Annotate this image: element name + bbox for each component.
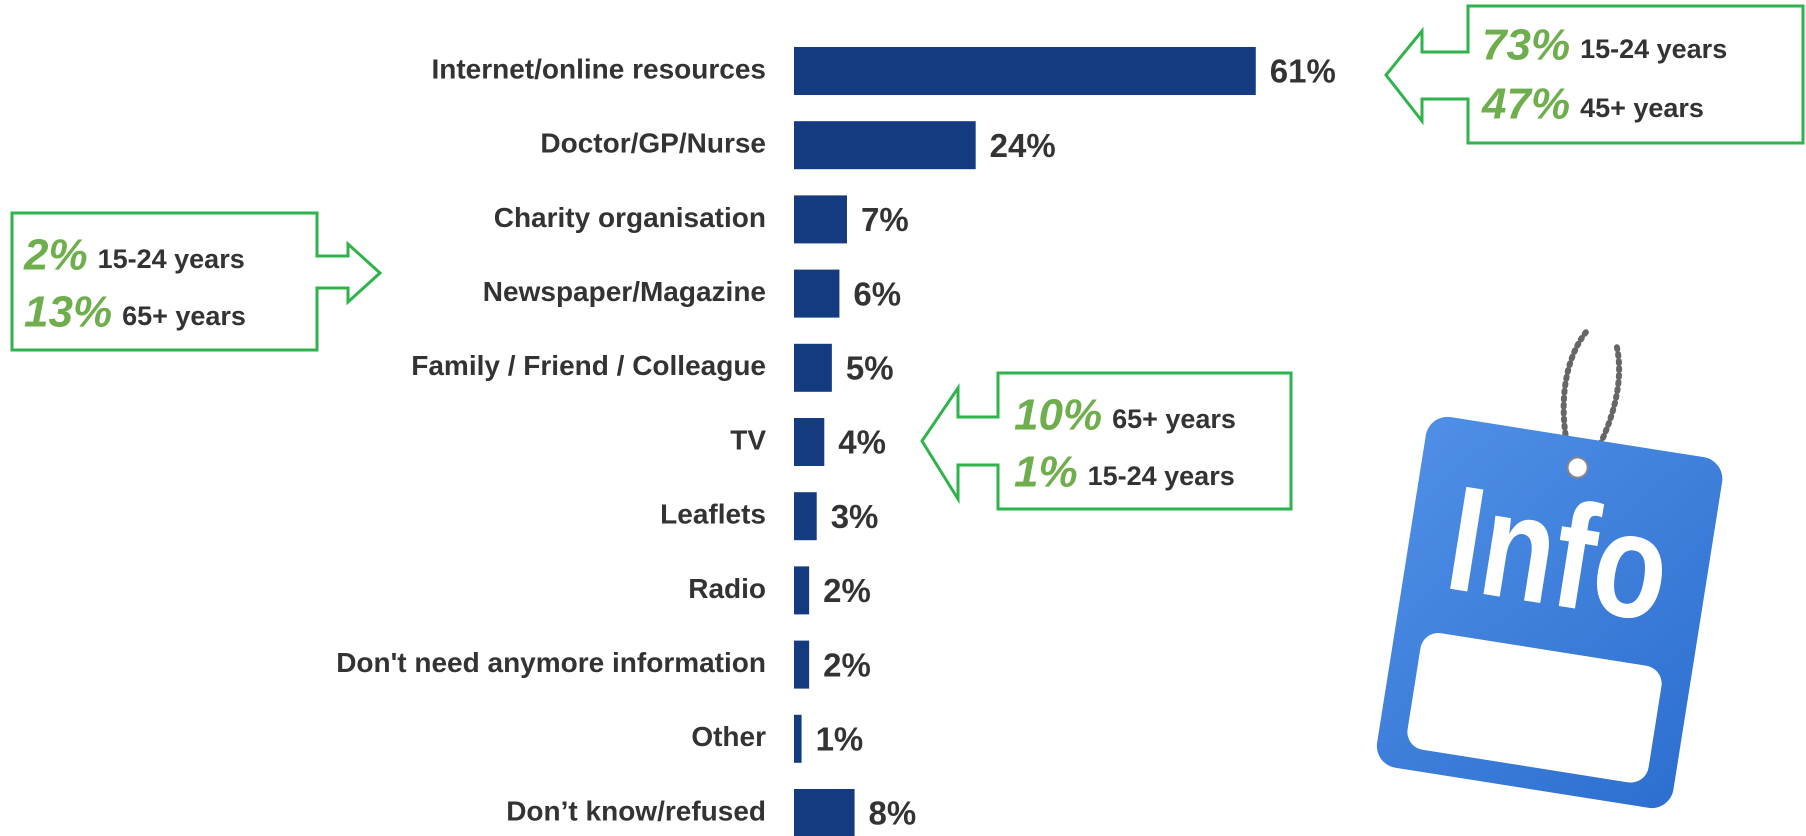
callout-value: 13%	[24, 288, 112, 337]
bar	[794, 715, 802, 763]
bar	[794, 789, 855, 836]
category-label: TV	[730, 424, 766, 455]
category-label: Radio	[688, 573, 766, 604]
info-tag: Info	[1374, 310, 1742, 811]
callout-value: 73%	[1482, 21, 1570, 70]
value-label: 8%	[869, 795, 917, 832]
category-label: Charity organisation	[494, 202, 766, 233]
callout-group: 15-24 years	[98, 244, 245, 274]
category-label: Doctor/GP/Nurse	[540, 128, 766, 159]
value-label: 2%	[823, 572, 871, 609]
category-label: Internet/online resources	[431, 53, 766, 84]
value-label: 2%	[823, 646, 871, 683]
callout-value: 2%	[23, 231, 88, 280]
callout-group: 65+ years	[1112, 404, 1236, 434]
callout-group: 45+ years	[1580, 93, 1704, 123]
value-label: 6%	[853, 275, 901, 312]
bar	[794, 195, 847, 243]
callout-value: 47%	[1481, 80, 1570, 129]
category-label: Don’t know/refused	[506, 795, 766, 826]
category-label: Family / Friend / Colleague	[411, 350, 766, 381]
value-label: 1%	[816, 721, 864, 758]
value-label: 4%	[838, 424, 886, 461]
callout-group: 15-24 years	[1088, 461, 1235, 491]
value-label: 7%	[861, 201, 909, 238]
bar	[794, 344, 832, 392]
value-label: 24%	[990, 127, 1056, 164]
category-label: Don't need anymore information	[336, 647, 766, 678]
callout-value: 10%	[1014, 391, 1102, 440]
callout-group: 65+ years	[122, 301, 246, 331]
bar	[794, 47, 1256, 95]
category-label: Leaflets	[660, 499, 766, 530]
bar	[794, 492, 817, 540]
bar	[794, 121, 976, 169]
category-label: Newspaper/Magazine	[483, 276, 766, 307]
category-label: Other	[691, 721, 766, 752]
value-label: 61%	[1270, 53, 1336, 90]
value-label: 3%	[831, 498, 879, 535]
chart: Info Internet/online resources 61% Doctor/…	[0, 0, 1806, 836]
bar	[794, 418, 824, 466]
bar	[794, 641, 809, 689]
value-label: 5%	[846, 350, 894, 387]
tag-text: Info	[1437, 453, 1680, 653]
bar	[794, 566, 809, 614]
callout-group: 15-24 years	[1580, 34, 1727, 64]
callout-value: 1%	[1014, 448, 1078, 497]
bar	[794, 270, 839, 318]
